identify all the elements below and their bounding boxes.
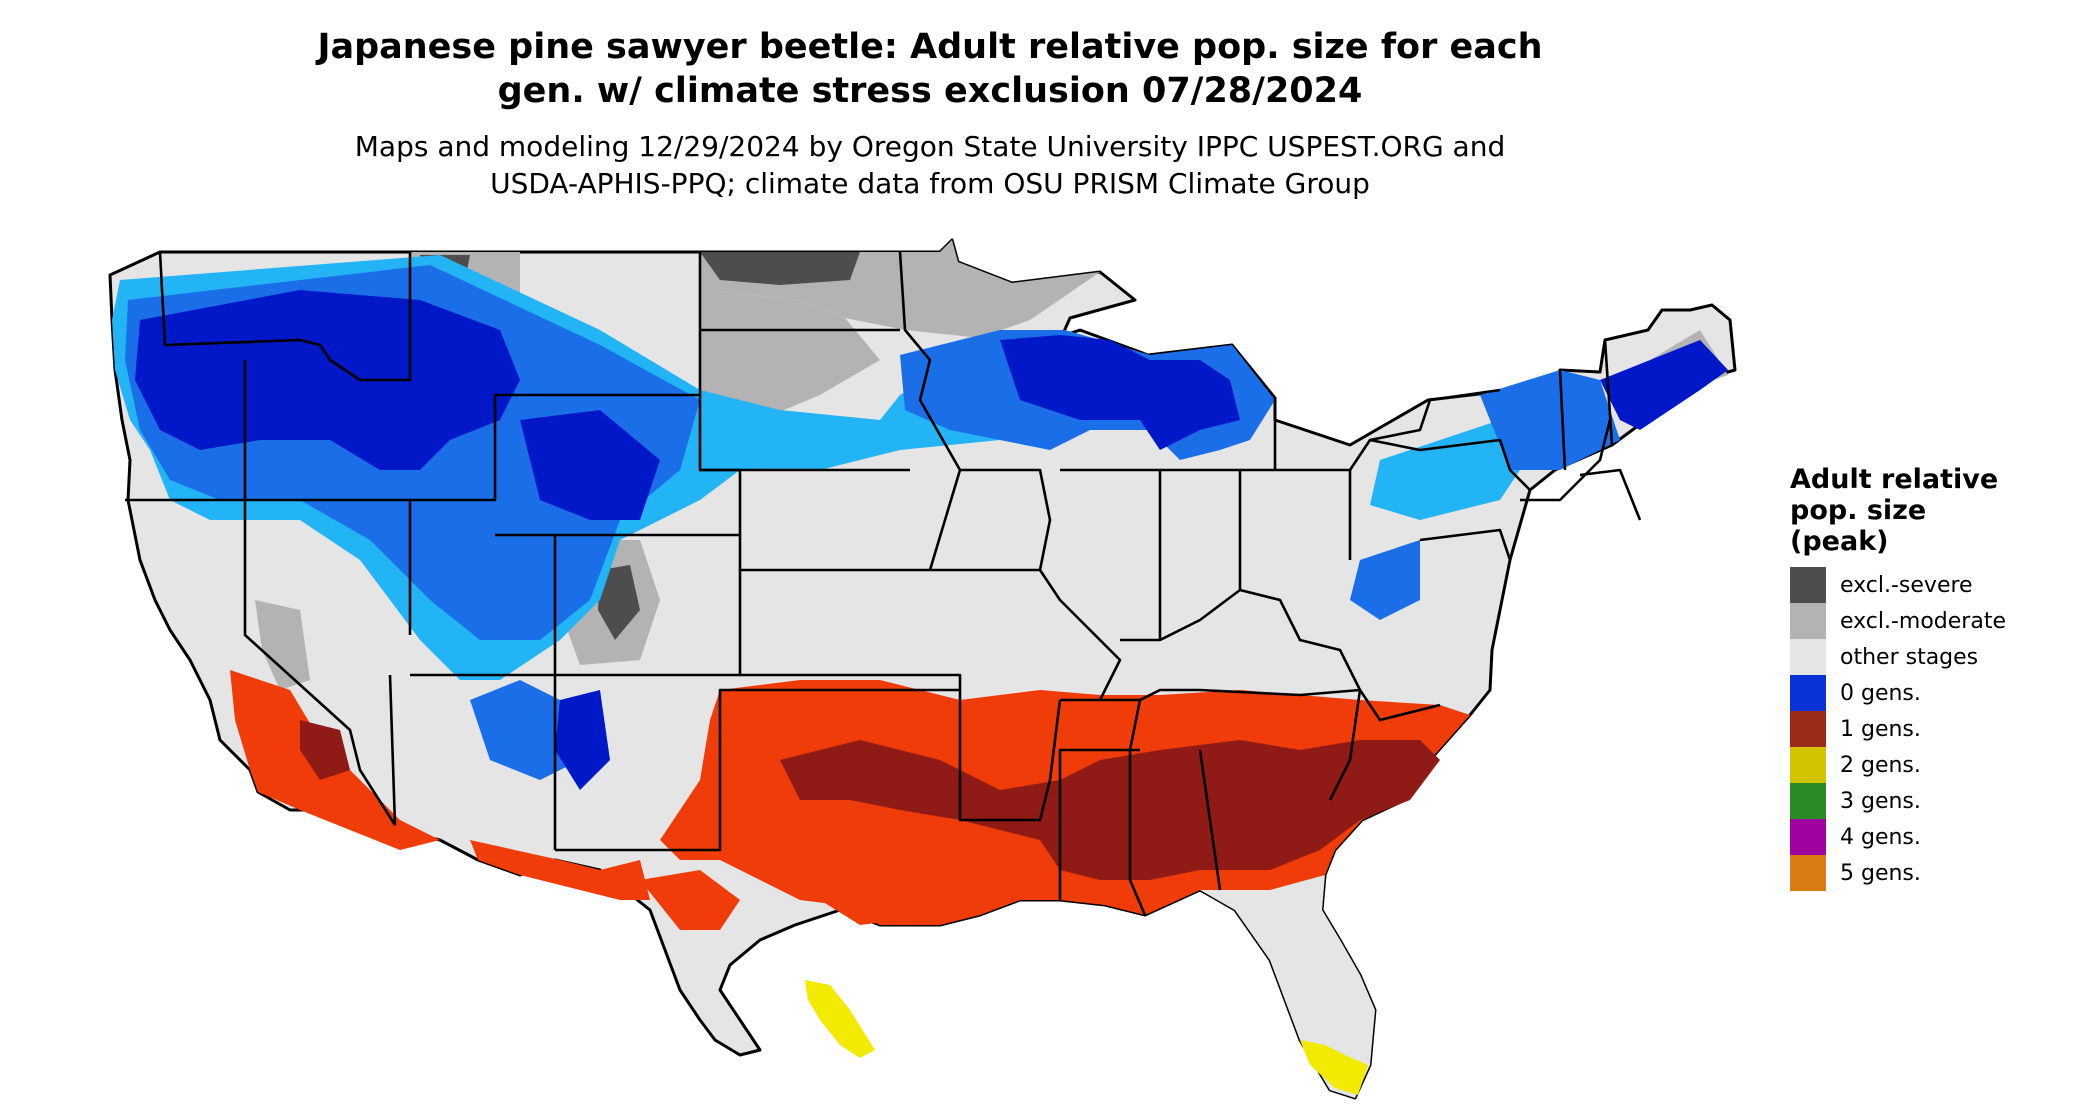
legend-item-1-gens: 1 gens. [1790, 711, 1921, 747]
legend-item-5-gens: 5 gens. [1790, 855, 1921, 891]
legend-item-2-gens: 2 gens. [1790, 747, 1921, 783]
legend-item-0-gens: 0 gens. [1790, 675, 1921, 711]
legend-label: excl.-severe [1840, 572, 1973, 598]
map-subtitle-line2: USDA-APHIS-PPQ; climate data from OSU PR… [490, 167, 1370, 200]
legend-swatch [1790, 855, 1826, 891]
legend-swatch [1790, 819, 1826, 855]
two-gen-region [805, 980, 1368, 1095]
legend-label: 4 gens. [1840, 824, 1921, 850]
legend-swatch [1790, 711, 1826, 747]
legend-swatch [1790, 639, 1826, 675]
legend-title-line2: pop. size [1790, 495, 1927, 526]
map-subtitle-line1: Maps and modeling 12/29/2024 by Oregon S… [354, 130, 1506, 163]
legend-swatch [1790, 603, 1826, 639]
map-title-line1: Japanese pine sawyer beetle: Adult relat… [317, 27, 1543, 67]
legend-swatch [1790, 747, 1826, 783]
us-map [108, 238, 1737, 1100]
legend-label: 3 gens. [1840, 788, 1921, 814]
legend-item-3-gens: 3 gens. [1790, 783, 1921, 819]
legend-label: 5 gens. [1840, 860, 1921, 886]
legend-label: 2 gens. [1840, 752, 1921, 778]
legend-label: 0 gens. [1840, 680, 1921, 706]
legend-swatch [1790, 675, 1826, 711]
legend-item-4-gens: 4 gens. [1790, 819, 1921, 855]
map-title-line2: gen. w/ climate stress exclusion 07/28/2… [497, 71, 1363, 111]
legend-label: 1 gens. [1840, 716, 1921, 742]
legend-item-excl-severe: excl.-severe [1790, 567, 1973, 603]
legend-swatch [1790, 567, 1826, 603]
legend-swatch [1790, 783, 1826, 819]
state-borders [125, 251, 1642, 916]
legend-label: excl.-moderate [1840, 608, 2006, 634]
legend-item-other-stages: other stages [1790, 639, 1978, 675]
legend-item-excl-moderate: excl.-moderate [1790, 603, 2006, 639]
legend-title-line3: (peak) [1790, 526, 1889, 557]
legend-label: other stages [1840, 644, 1979, 670]
legend-title-line1: Adult relative [1790, 464, 1999, 495]
one-gen-region [230, 670, 1470, 930]
florida-land [1200, 875, 1375, 1098]
legend-title: Adult relative pop. size (peak) [1790, 464, 1998, 557]
